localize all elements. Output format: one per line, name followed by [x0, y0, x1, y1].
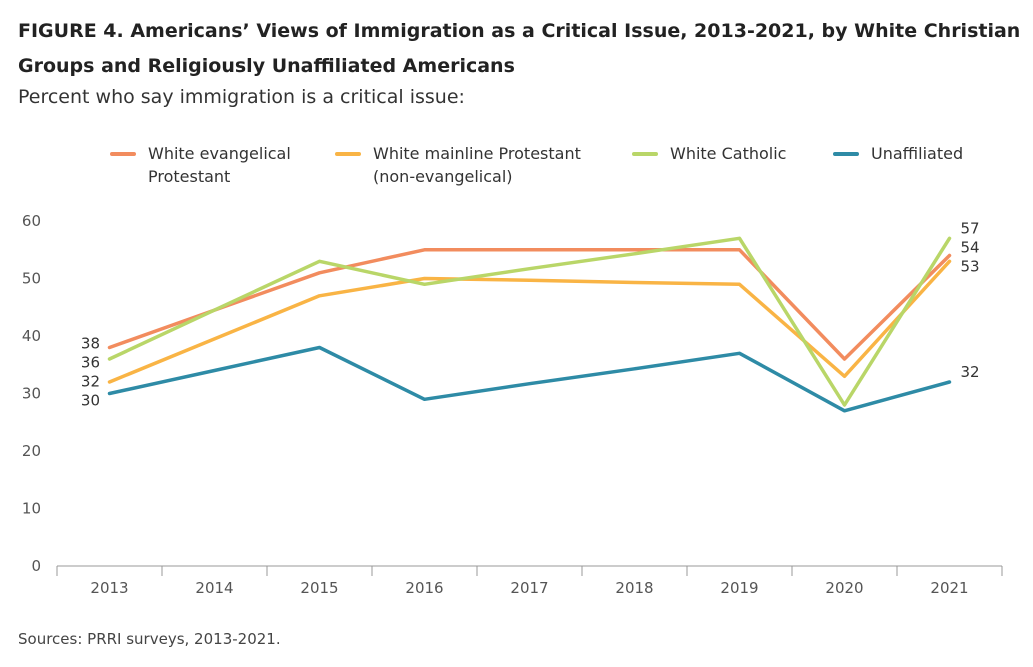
- y-tick-label: 30: [22, 385, 41, 403]
- data-label-end: 53: [961, 257, 980, 275]
- source-note: Sources: PRRI surveys, 2013-2021.: [18, 630, 281, 648]
- data-label-end: 54: [961, 238, 980, 256]
- legend-swatch: [833, 152, 859, 156]
- data-label-start: 30: [81, 392, 100, 410]
- legend-swatch: [335, 152, 361, 156]
- data-label-start: 38: [81, 335, 100, 353]
- chart-title-line-1: FIGURE 4. Americans’ Views of Immigratio…: [18, 20, 1021, 42]
- x-tick-label: 2017: [510, 579, 548, 597]
- x-tick-label: 2014: [195, 579, 233, 597]
- y-tick-label: 20: [22, 442, 41, 460]
- x-tick-label: 2016: [405, 579, 443, 597]
- y-tick-label: 40: [22, 327, 41, 345]
- y-tick-label: 10: [22, 500, 41, 518]
- chart-subtitle: Percent who say immigration is a critica…: [18, 86, 465, 108]
- legend-item-white-evangelical: White evangelical Protestant: [110, 142, 291, 188]
- legend-label-line-1: White evangelical: [148, 144, 291, 163]
- legend-label-line-2: Protestant: [148, 167, 231, 186]
- series-line: [107, 248, 952, 361]
- data-label-start: 36: [81, 354, 100, 372]
- legend-label-line-1: White Catholic: [670, 144, 787, 163]
- x-tick-label: 2020: [825, 579, 863, 597]
- y-tick-label: 60: [22, 212, 41, 230]
- legend-label-line-2: (non-evangelical): [373, 167, 513, 186]
- legend-swatch: [110, 152, 136, 156]
- x-tick-label: 2019: [720, 579, 758, 597]
- series-line: [107, 236, 952, 407]
- chart-legend: White evangelical Protestant White mainl…: [0, 142, 1033, 192]
- legend-item-white-mainline: White mainline Protestant (non-evangelic…: [335, 142, 581, 188]
- legend-label-line-1: White mainline Protestant: [373, 144, 581, 163]
- legend-item-unaffiliated: Unaffiliated: [833, 142, 963, 165]
- legend-label-line-1: Unaffiliated: [871, 144, 964, 163]
- series-line: [107, 345, 952, 413]
- legend-swatch: [632, 152, 658, 156]
- y-tick-label: 50: [22, 270, 41, 288]
- data-label-end: 57: [961, 219, 980, 237]
- chart-title-line-2: Groups and Religiously Unaffiliated Amer…: [18, 55, 515, 77]
- data-label-start: 32: [81, 373, 100, 391]
- x-tick-label: 2013: [90, 579, 128, 597]
- x-tick-label: 2015: [300, 579, 338, 597]
- data-label-end: 32: [961, 363, 980, 381]
- legend-item-white-catholic: White Catholic: [632, 142, 786, 165]
- chart-title: FIGURE 4. Americans’ Views of Immigratio…: [18, 14, 1028, 84]
- y-tick-label: 0: [31, 557, 41, 575]
- series-line: [107, 259, 952, 384]
- x-tick-label: 2021: [930, 579, 968, 597]
- x-tick-label: 2018: [615, 579, 653, 597]
